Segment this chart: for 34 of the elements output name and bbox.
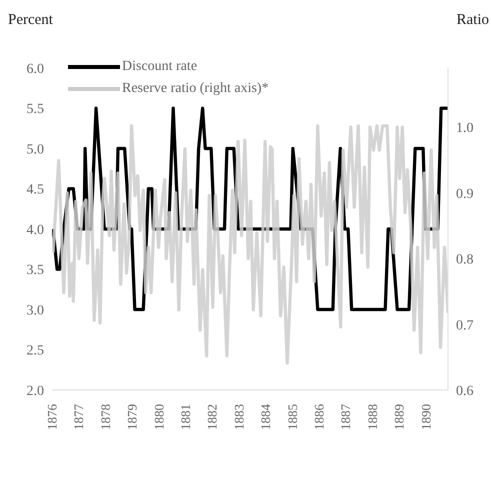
x-tick-label: 1883 <box>231 404 246 430</box>
y-tick-label: 4.0 <box>26 222 44 238</box>
y2-axis-title: Ratio <box>456 12 489 29</box>
x-tick-label: 1889 <box>392 404 407 430</box>
x-tick-label: 1882 <box>204 404 220 430</box>
y-axis-title: Percent <box>8 12 53 29</box>
y-tick-label: 3.5 <box>26 263 44 278</box>
y-tick-label: 2.0 <box>26 384 44 399</box>
x-tick-label: 1878 <box>98 404 113 430</box>
x-tick-label: 1880 <box>151 404 166 430</box>
line-series <box>52 124 448 365</box>
y2-tick-label: 0.7 <box>456 318 474 334</box>
y2-tick-label: 0.6 <box>456 384 474 399</box>
x-tick-label: 1884 <box>258 404 274 430</box>
x-tick-label: 1887 <box>338 404 354 430</box>
y-tick-label: 2.5 <box>26 344 44 359</box>
x-tick-label: 1877 <box>71 404 86 430</box>
x-tick-label: 1890 <box>418 404 434 430</box>
y2-tick-label: 1.0 <box>456 121 474 136</box>
legend-label: Reserve ratio (right axis)* <box>122 81 269 97</box>
x-tick-label: 1881 <box>178 404 194 430</box>
y-tick-label: 6.0 <box>26 62 44 77</box>
y-tick-label: 5.5 <box>26 102 44 118</box>
y-tick-label: 3.0 <box>26 303 44 318</box>
x-tick-label: 1885 <box>284 404 300 430</box>
y2-tick-label: 0.8 <box>456 252 474 268</box>
x-tick-label: 1879 <box>124 404 140 430</box>
x-tick-label: 1888 <box>364 404 380 430</box>
legend-label: Discount rate <box>122 59 198 75</box>
y2-tick-label: 0.9 <box>456 186 474 202</box>
y-tick-label: 5.0 <box>26 142 44 158</box>
x-tick-label: 1876 <box>44 404 60 430</box>
x-tick-label: 1886 <box>312 404 327 430</box>
y-tick-label: 4.5 <box>26 182 44 198</box>
